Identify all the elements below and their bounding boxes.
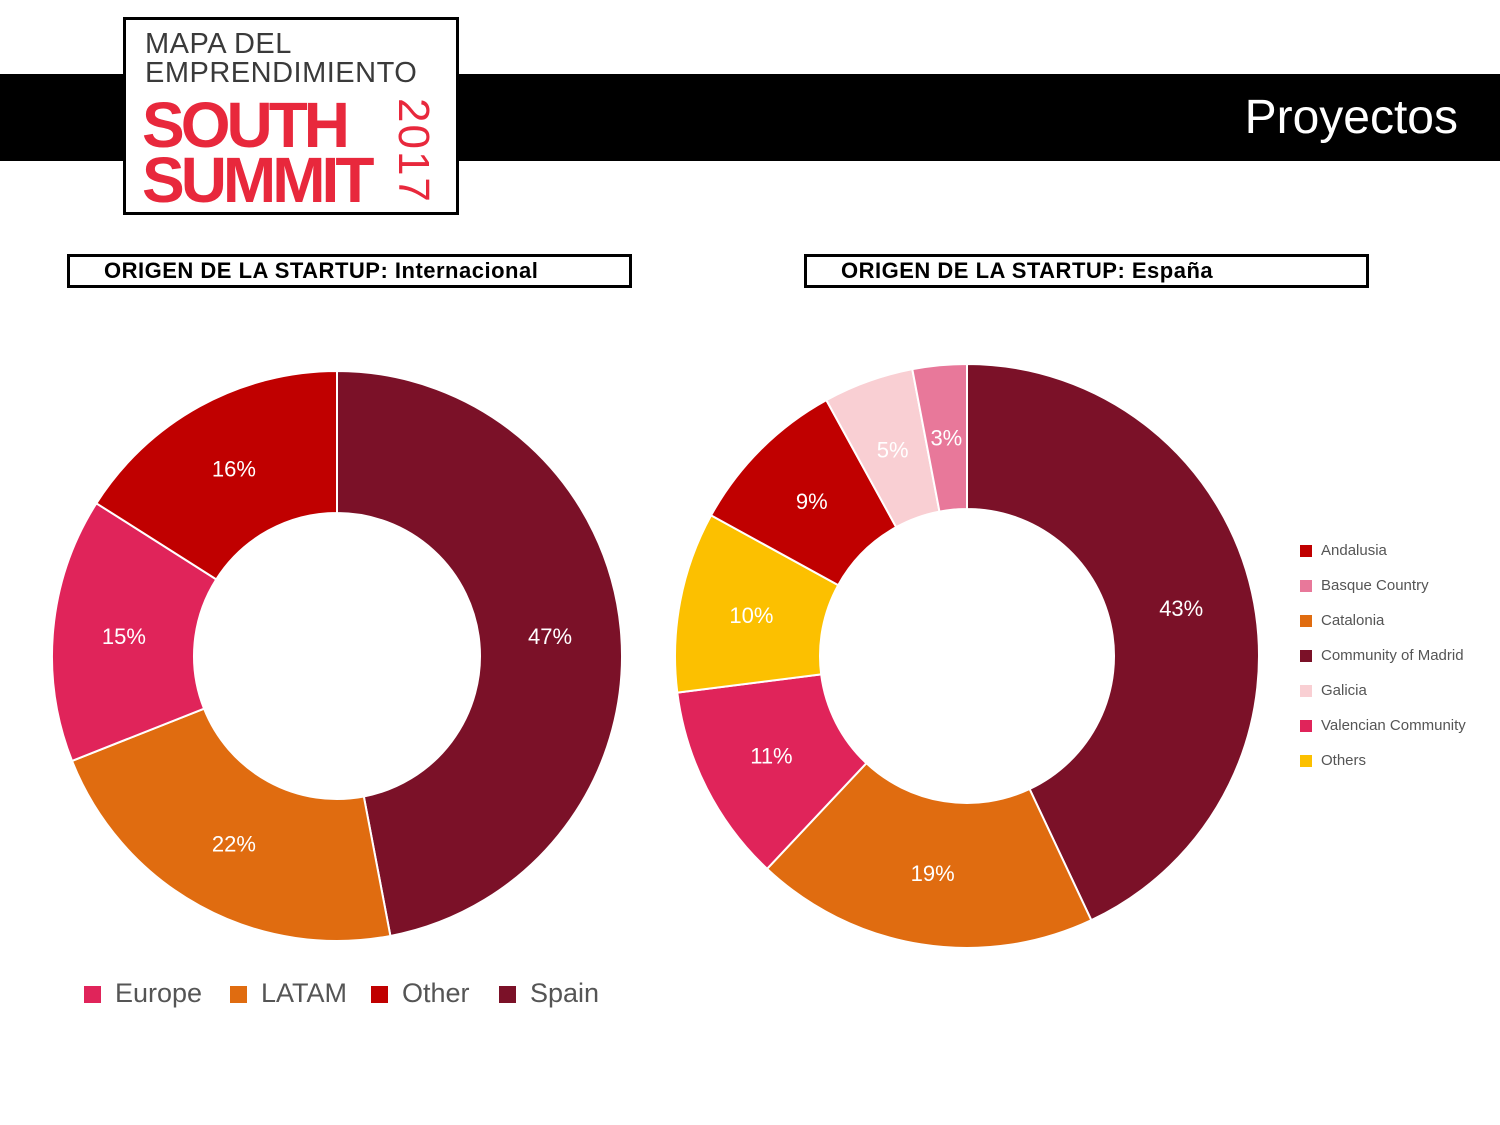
legend-item: LATAM — [230, 978, 347, 1009]
legend-label: Valencian Community — [1321, 717, 1466, 734]
south-summit-logo: MAPA DEL EMPRENDIMIENTO SOUTH SUMMIT 2017 — [123, 17, 459, 215]
slice-europe — [51, 501, 218, 763]
data-label: 11% — [750, 744, 792, 769]
slice-community-of-madrid — [966, 362, 1260, 922]
slice-catalonia — [765, 761, 1093, 949]
legend-item: Galicia — [1300, 682, 1367, 699]
data-label: 3% — [930, 425, 962, 450]
logo-summit: SUMMIT — [142, 144, 374, 216]
slice-other — [94, 369, 338, 581]
data-label: 15% — [102, 624, 146, 649]
legend-item: Europe — [84, 978, 202, 1009]
legend-swatch — [499, 986, 516, 1004]
page-title: Proyectos — [1244, 91, 1458, 144]
slice-latam — [70, 707, 392, 942]
legend-label: Community of Madrid — [1321, 647, 1464, 664]
slice-basque-country — [911, 362, 968, 513]
legend-swatch — [1300, 720, 1312, 733]
legend-swatch — [1300, 755, 1312, 768]
legend-item: Community of Madrid — [1300, 647, 1464, 664]
legend-item: Basque Country — [1300, 577, 1429, 594]
legend-label: LATAM — [261, 978, 348, 1008]
data-label: 9% — [796, 489, 828, 514]
data-label: 22% — [212, 832, 256, 857]
legend-swatch — [371, 986, 388, 1004]
data-label: 5% — [877, 437, 909, 462]
legend-swatch — [1300, 685, 1312, 698]
chart-title-espana: ORIGEN DE LA STARTUP: España — [804, 254, 1369, 288]
logo-subtitle: MAPA DEL EMPRENDIMIENTO — [145, 28, 418, 89]
legend-swatch — [84, 986, 101, 1004]
legend-item: Andalusia — [1300, 542, 1387, 559]
logo-south: SOUTH — [142, 89, 350, 161]
legend-label: Others — [1321, 752, 1367, 769]
legend-item: Catalonia — [1300, 612, 1384, 629]
data-label: 43% — [1159, 596, 1203, 621]
legend-label: Catalonia — [1321, 612, 1385, 629]
chart-title-internacional: ORIGEN DE LA STARTUP: Internacional — [67, 254, 632, 288]
legend-swatch — [1300, 615, 1312, 628]
legend-label: Europe — [115, 978, 203, 1008]
legend-label: Other — [402, 978, 470, 1008]
legend-label: Basque Country — [1321, 577, 1429, 594]
data-label: 47% — [528, 624, 572, 649]
legend-item: Valencian Community — [1300, 717, 1466, 734]
legend-label: Andalusia — [1321, 542, 1387, 559]
legend-swatch — [1300, 650, 1312, 663]
legend-swatch — [1300, 580, 1312, 593]
slice-spain — [336, 369, 623, 938]
data-label: 16% — [212, 456, 256, 481]
legend-item: Others — [1300, 752, 1366, 769]
legend-item: Other — [371, 978, 470, 1009]
legend-label: Spain — [530, 978, 600, 1008]
legend-swatch — [1300, 545, 1312, 558]
legend-label: Galicia — [1321, 682, 1367, 699]
legend-swatch — [230, 986, 247, 1004]
data-label: 10% — [729, 603, 773, 628]
legend-item: Spain — [499, 978, 599, 1009]
data-label: 19% — [911, 861, 955, 886]
